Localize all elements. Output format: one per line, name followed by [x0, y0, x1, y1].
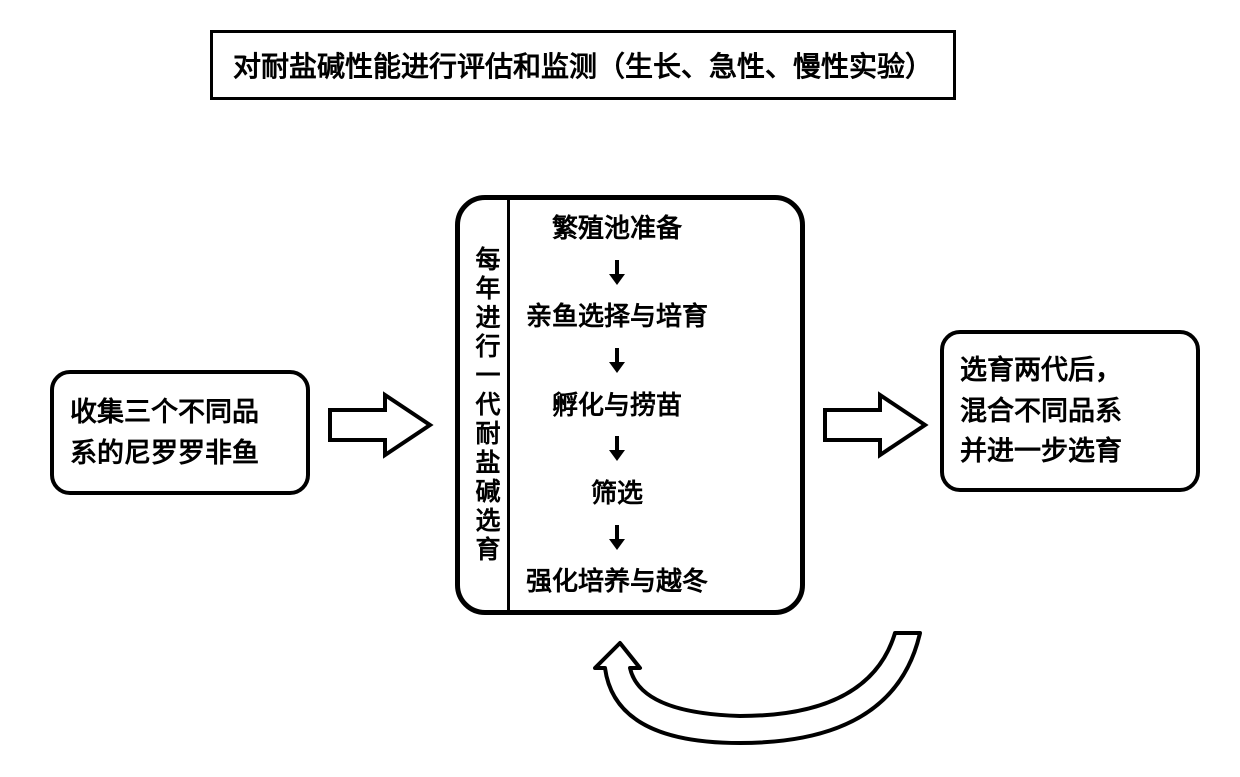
center-steps-column: 繁殖池准备 亲鱼选择与培育 孵化与捞苗 筛选 强化培养与越冬	[510, 200, 728, 610]
left-line1: 收集三个不同品	[70, 392, 290, 433]
arrow-center-to-right	[820, 390, 930, 465]
down-arrow-icon	[605, 346, 629, 376]
loop-arrow	[500, 598, 930, 763]
down-arrow-icon	[605, 434, 629, 464]
arrow-left-to-center	[325, 390, 435, 465]
right-line2: 混合不同品系	[960, 391, 1180, 432]
right-line3: 并进一步选育	[960, 431, 1180, 472]
right-output-box: 选育两代后， 混合不同品系 并进一步选育	[940, 330, 1200, 492]
step-4: 筛选	[591, 479, 643, 508]
step-2: 亲鱼选择与培育	[526, 302, 708, 331]
center-process-box: 每年进行一代耐盐碱选育 繁殖池准备 亲鱼选择与培育 孵化与捞苗 筛选 强化培养与…	[455, 195, 805, 615]
right-line1: 选育两代后，	[960, 350, 1180, 391]
center-vertical-column: 每年进行一代耐盐碱选育	[460, 200, 510, 610]
vertical-label: 每年进行一代耐盐碱选育	[473, 246, 498, 565]
title-text: 对耐盐碱性能进行评估和监测（生长、急性、慢性实验）	[233, 51, 933, 82]
left-input-box: 收集三个不同品 系的尼罗罗非鱼	[50, 370, 310, 495]
step-3: 孵化与捞苗	[552, 391, 682, 420]
step-1: 繁殖池准备	[552, 214, 682, 243]
left-line2: 系的尼罗罗非鱼	[70, 433, 290, 474]
down-arrow-icon	[605, 258, 629, 288]
title-box: 对耐盐碱性能进行评估和监测（生长、急性、慢性实验）	[210, 30, 956, 100]
step-5: 强化培养与越冬	[526, 567, 708, 596]
down-arrow-icon	[605, 523, 629, 553]
